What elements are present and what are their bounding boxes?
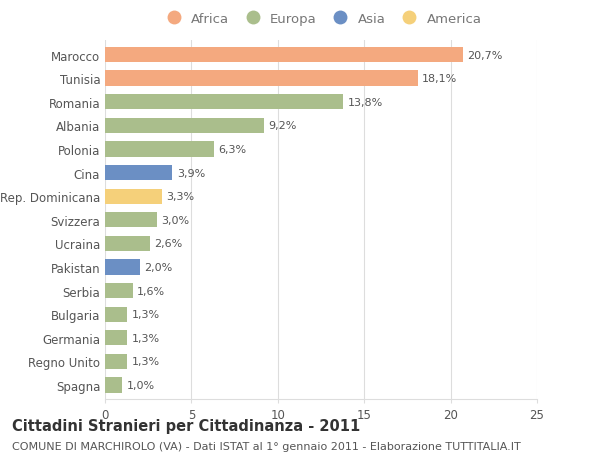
Text: 3,3%: 3,3%: [166, 192, 194, 202]
Text: Cittadini Stranieri per Cittadinanza - 2011: Cittadini Stranieri per Cittadinanza - 2…: [12, 418, 360, 433]
Bar: [105, 283, 133, 299]
Bar: [105, 166, 172, 181]
Text: 2,0%: 2,0%: [144, 263, 172, 273]
Text: 1,0%: 1,0%: [127, 380, 155, 390]
Text: 9,2%: 9,2%: [268, 121, 296, 131]
Text: 3,9%: 3,9%: [177, 168, 205, 178]
Bar: [105, 95, 343, 110]
Text: 1,3%: 1,3%: [132, 357, 160, 367]
Bar: [105, 236, 150, 252]
Text: 1,3%: 1,3%: [132, 333, 160, 343]
Bar: [105, 71, 418, 87]
Bar: [105, 213, 157, 228]
Text: 2,6%: 2,6%: [154, 239, 182, 249]
Bar: [105, 307, 127, 322]
Bar: [105, 378, 122, 393]
Bar: [105, 260, 140, 275]
Text: 20,7%: 20,7%: [467, 50, 502, 61]
Text: 3,0%: 3,0%: [161, 215, 189, 225]
Text: COMUNE DI MARCHIROLO (VA) - Dati ISTAT al 1° gennaio 2011 - Elaborazione TUTTITA: COMUNE DI MARCHIROLO (VA) - Dati ISTAT a…: [12, 441, 521, 451]
Bar: [105, 330, 127, 346]
Bar: [105, 354, 127, 369]
Text: 1,3%: 1,3%: [132, 309, 160, 319]
Text: 13,8%: 13,8%: [348, 98, 383, 107]
Text: 6,3%: 6,3%: [218, 145, 247, 155]
Bar: [105, 142, 214, 157]
Bar: [105, 48, 463, 63]
Legend: Africa, Europa, Asia, America: Africa, Europa, Asia, America: [155, 8, 487, 31]
Text: 1,6%: 1,6%: [137, 286, 165, 296]
Bar: [105, 189, 162, 204]
Bar: [105, 118, 264, 134]
Text: 18,1%: 18,1%: [422, 74, 457, 84]
